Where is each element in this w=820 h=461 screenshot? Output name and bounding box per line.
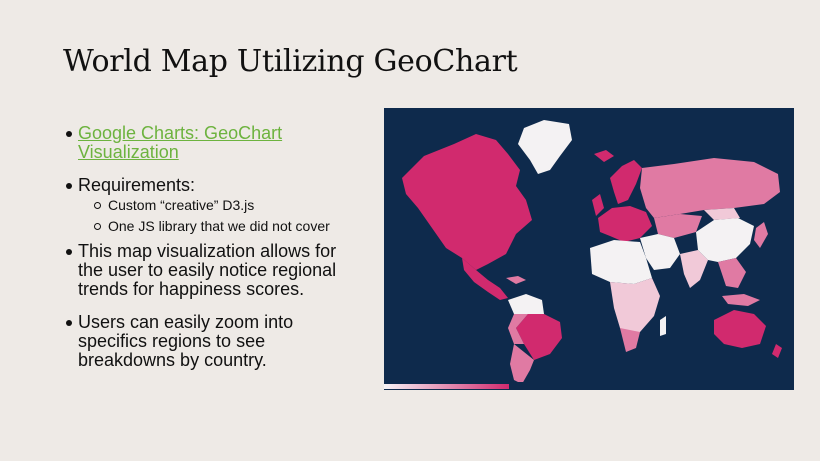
map-region-scandinavia[interactable] — [610, 160, 642, 204]
map-region-central-asia[interactable] — [654, 214, 702, 238]
bullet-dot — [66, 249, 72, 255]
map-region-new-zealand[interactable] — [772, 344, 782, 358]
requirement-item: One JS library that we did not cover — [94, 218, 356, 234]
bullet-requirements: Requirements: Custom “creative” D3.js On… — [66, 176, 356, 234]
bullet-zoom: Users can easily zoom into specifics reg… — [66, 313, 356, 370]
bullet-trends: This map visualization allows for the us… — [66, 242, 356, 299]
map-region-mongolia[interactable] — [704, 208, 740, 220]
requirement-item: Custom “creative” D3.js — [94, 197, 356, 213]
world-map-svg — [402, 120, 782, 384]
map-region-iceland[interactable] — [594, 150, 614, 162]
map-region-central-africa[interactable] — [610, 278, 660, 342]
legend-gradient — [384, 384, 509, 389]
map-region-russia[interactable] — [640, 158, 780, 218]
bullet-dot — [66, 183, 72, 189]
map-region-indonesia[interactable] — [722, 294, 760, 306]
map-region-europe[interactable] — [598, 206, 652, 242]
map-region-south-africa[interactable] — [620, 328, 640, 352]
world-map[interactable] — [384, 108, 794, 390]
requirements-label: Requirements: — [78, 175, 196, 195]
slide-title: World Map Utilizing GeoChart — [63, 44, 518, 79]
bullet-dot — [66, 320, 72, 326]
map-region-north-africa[interactable] — [590, 240, 652, 284]
map-region-chile-argentina[interactable] — [510, 344, 534, 384]
sub-bullet-circle — [94, 202, 101, 209]
map-region-mexico[interactable] — [462, 258, 508, 300]
map-region-southeast-asia[interactable] — [718, 258, 746, 288]
map-region-caribbean[interactable] — [506, 276, 526, 284]
map-region-china[interactable] — [696, 218, 754, 262]
bullet-list: Google Charts: GeoChart Visualization Re… — [66, 124, 356, 370]
sub-bullet-circle — [94, 223, 101, 230]
map-region-brazil[interactable] — [516, 314, 562, 360]
bullet-link: Google Charts: GeoChart Visualization — [66, 124, 356, 162]
geochart-link[interactable]: Google Charts: GeoChart Visualization — [78, 123, 283, 162]
map-region-japan[interactable] — [754, 222, 768, 248]
map-legend — [384, 382, 794, 390]
map-region-south-america-north[interactable] — [508, 294, 544, 314]
map-region-india[interactable] — [680, 250, 708, 288]
map-region-australia[interactable] — [714, 310, 766, 348]
requirements-list: Custom “creative” D3.js One JS library t… — [94, 197, 356, 234]
map-region-greenland[interactable] — [518, 120, 572, 174]
bullet-dot — [66, 131, 72, 137]
map-region-madagascar[interactable] — [660, 316, 666, 336]
map-region-peru-bolivia[interactable] — [508, 314, 528, 344]
map-region-middle-east[interactable] — [640, 234, 680, 270]
map-region-uk[interactable] — [592, 194, 604, 216]
map-region-north-america[interactable] — [402, 134, 532, 270]
